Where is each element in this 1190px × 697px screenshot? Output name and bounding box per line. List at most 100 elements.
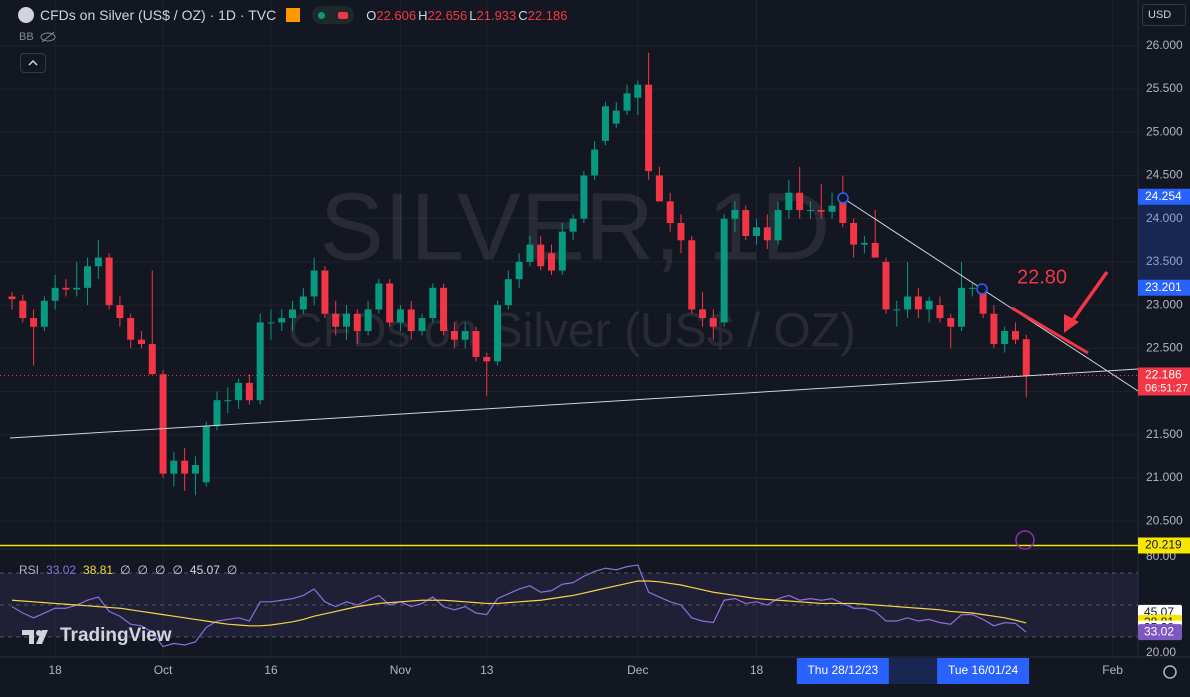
candle-body [839, 197, 847, 224]
indicator-name[interactable]: BB [19, 31, 34, 43]
candle-body [213, 400, 221, 427]
candle-body [612, 110, 620, 124]
ohlc-label: C [518, 7, 528, 23]
candle-body [774, 210, 782, 241]
value-badge [1138, 624, 1182, 641]
candle-body [893, 309, 901, 311]
price-badge-label: 23.201 [1145, 280, 1182, 294]
candle-body [979, 292, 987, 314]
drawing [837, 192, 849, 204]
rsi-legend-value: ∅ [137, 563, 148, 577]
candle-body [504, 279, 512, 306]
drawing [1068, 270, 1109, 326]
flag[interactable] [286, 8, 301, 22]
y-tick-label: 20.00 [1146, 645, 1176, 659]
candle-body [299, 296, 307, 310]
drawing [1064, 314, 1079, 333]
rsi-legend-value: 45.07 [189, 563, 220, 577]
candle-body [94, 257, 102, 267]
candle-body [828, 205, 836, 212]
rsi-legend-value: ∅ [154, 563, 166, 577]
candle-body [137, 339, 145, 345]
candle-body [267, 322, 275, 324]
candle-body [526, 244, 534, 262]
candle-body [936, 305, 944, 319]
date-badge-label: Thu 28/12/23 [807, 663, 878, 677]
collapse-button[interactable] [20, 53, 46, 73]
status-pill[interactable] [312, 6, 355, 24]
candle-body [925, 300, 933, 310]
candle-body [548, 253, 555, 271]
candle-body [40, 300, 48, 327]
candle-body [342, 313, 350, 327]
y-tick-label: 21.500 [1146, 427, 1183, 441]
rsi-title: RSI [19, 563, 40, 577]
x-tick-label: Nov [390, 663, 411, 677]
candle-body [763, 227, 771, 241]
candle-body [84, 266, 92, 288]
candle-body [407, 309, 415, 332]
candle-body [709, 318, 717, 327]
annotation: 22.80 [1017, 266, 1067, 288]
ohlc-value: 22.606 [376, 7, 417, 23]
y-tick-label: 23.500 [1146, 254, 1183, 268]
y-tick-label: 24.000 [1146, 211, 1183, 225]
x-tick-label: 16 [264, 663, 278, 677]
y-tick-label: 20.500 [1146, 513, 1183, 527]
candle-body [515, 261, 523, 280]
candle-body [968, 287, 976, 289]
candle-body [202, 426, 210, 483]
currency-button[interactable]: USD [1142, 4, 1186, 26]
candle-body [494, 305, 502, 362]
countdown: 06:51:27 [1145, 382, 1188, 394]
candle-body [558, 231, 566, 271]
candle-body [51, 287, 59, 301]
rsi-legend-value: ∅ [172, 563, 183, 577]
ohlc-value: 22.656 [427, 7, 468, 23]
candle-body [450, 331, 458, 340]
candle-body [720, 218, 728, 323]
candle-body [645, 84, 653, 172]
candle-body [19, 300, 27, 319]
candle-body [601, 106, 609, 141]
candle-body [396, 309, 404, 323]
y-tick-label: 21.000 [1146, 470, 1183, 484]
candle-body [677, 223, 685, 241]
drawing [976, 283, 988, 295]
candle-body [105, 257, 113, 306]
x-tick-label: 18 [750, 663, 764, 677]
date-badge [796, 658, 889, 684]
settings-icon [1163, 665, 1177, 679]
candle-body [353, 313, 361, 332]
candle-body [332, 313, 340, 327]
y-tick-label: 24.500 [1146, 168, 1183, 182]
rsi-legend-value: 33.02 [46, 563, 77, 577]
candle-body [364, 309, 372, 332]
eye-icon[interactable] [40, 31, 56, 43]
ohlc-value: 22.186 [527, 7, 568, 23]
x-tick-label: 13 [480, 663, 494, 677]
candle-body [796, 192, 804, 211]
symbol-title[interactable]: CFDs on Silver (US$ / OZ) · 1D · TVC [40, 7, 277, 23]
candle-body [537, 244, 545, 267]
candle-body [882, 261, 890, 310]
header: CFDs on Silver (US$ / OZ) · 1D · TVC O 22… [18, 6, 569, 24]
candle-body [731, 210, 739, 219]
price-badge-label: 20.219 [1145, 538, 1182, 552]
drawing [1015, 530, 1035, 550]
candle-body [860, 242, 868, 245]
y-tick-label: 22.500 [1146, 341, 1183, 355]
candle-body [990, 313, 998, 345]
x-tick-label: Oct [154, 663, 173, 677]
price-badge-label: 24.254 [1145, 189, 1182, 203]
candle-body [191, 465, 199, 474]
ohlc-label: L [469, 7, 477, 23]
y-tick-label: 26.000 [1146, 38, 1183, 52]
price-badge [1138, 188, 1190, 205]
candle-body [688, 240, 696, 310]
candle-body [472, 331, 480, 357]
candle-body [73, 287, 81, 290]
price-badge [1138, 537, 1190, 554]
